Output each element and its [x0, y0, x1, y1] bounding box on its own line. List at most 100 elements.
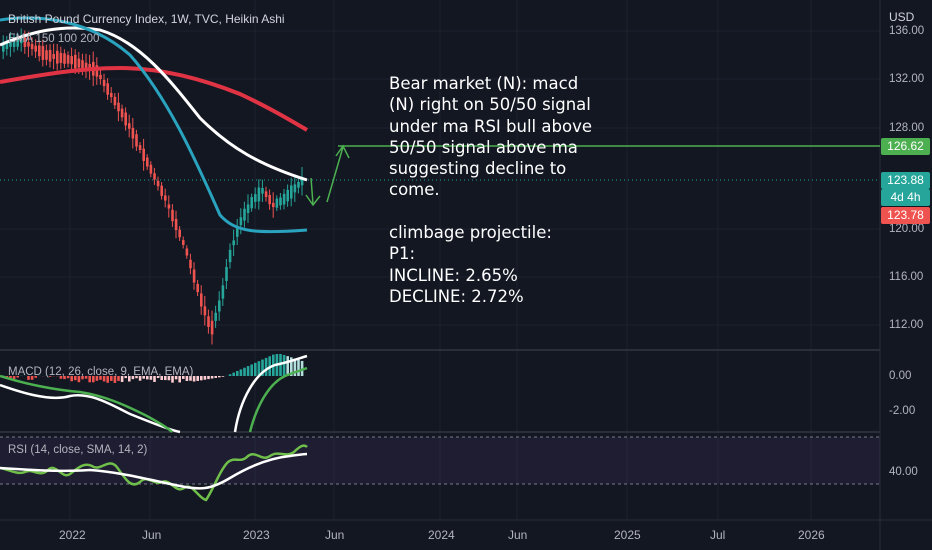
candle-body — [59, 52, 63, 63]
candle-body — [138, 145, 142, 151]
ema-legend[interactable]: EMA 150 100 200 — [8, 33, 100, 45]
candle-body — [41, 46, 45, 60]
candle-body — [254, 194, 257, 202]
macd-histogram-bar — [34, 376, 37, 378]
candle-body — [9, 41, 12, 47]
candle-body — [239, 217, 243, 226]
macd-histogram-bar — [210, 376, 214, 379]
macd-histogram-bar — [232, 372, 235, 376]
macd-tick: 0.00 — [889, 370, 912, 382]
macd-histogram-bar — [228, 374, 232, 376]
macd-legend[interactable]: MACD (12, 26, close, 9, EMA, EMA) — [8, 366, 194, 378]
macd-histogram-bar — [156, 376, 160, 379]
candle-body — [214, 312, 217, 321]
candle-body — [20, 36, 23, 44]
candle-body — [225, 267, 228, 281]
macd-histogram-bar — [95, 376, 99, 381]
time-tick: Jun — [325, 528, 345, 542]
macd-histogram-bar — [146, 376, 149, 380]
symbol-title[interactable]: British Pound Currency Index, 1W, TVC, H… — [8, 12, 285, 26]
candle-body — [236, 227, 239, 237]
macd-histogram-bar — [264, 357, 268, 376]
candle-body — [185, 248, 189, 256]
last-price-badge: 123.88 — [881, 172, 930, 189]
macd-histogram-bar — [117, 376, 120, 381]
currency-label[interactable]: USD — [889, 10, 915, 24]
macd-histogram-bar — [74, 376, 77, 381]
macd-histogram-bar — [257, 361, 261, 376]
rsi-legend[interactable]: RSI (14, close, SMA, 14, 2) — [8, 444, 148, 456]
candle-body — [38, 45, 41, 57]
macd-histogram-bar — [102, 376, 106, 382]
macd-histogram-bar — [131, 376, 135, 380]
macd-histogram-bar — [81, 376, 84, 380]
macd-histogram-bar — [77, 376, 81, 383]
macd-histogram-bar — [135, 376, 138, 379]
macd-histogram-bar — [113, 376, 117, 383]
macd-histogram-bar — [192, 376, 196, 382]
macd-histogram-bar — [5, 376, 9, 378]
macd-histogram-bar — [149, 376, 153, 380]
macd-histogram-bar — [185, 376, 189, 382]
candle-body — [74, 54, 77, 69]
candle-body — [178, 229, 181, 238]
candle-body — [77, 58, 81, 68]
macd-histogram-bar — [261, 359, 264, 376]
macd-histogram-bar — [92, 376, 95, 383]
price-tick: 112.00 — [889, 319, 924, 331]
candle-body — [290, 185, 293, 199]
candle-body — [81, 60, 84, 69]
low-price-badge: 123.78 — [881, 207, 930, 224]
macd-histogram-bar — [239, 369, 243, 376]
macd-histogram-bar — [88, 376, 91, 383]
candle-body — [124, 112, 127, 126]
macd-histogram-bar — [293, 358, 297, 376]
time-tick: 2025 — [614, 528, 641, 542]
macd-histogram-bar — [182, 376, 185, 379]
ema-200-line — [0, 65, 309, 132]
time-tick: 2022 — [59, 528, 86, 542]
candle-body — [174, 218, 178, 231]
macd-histogram-bar — [171, 376, 174, 383]
candle-body — [2, 42, 5, 52]
candle-body — [66, 55, 70, 64]
candle-body — [106, 83, 109, 95]
macd-histogram-bar — [282, 354, 286, 376]
time-tick: Jun — [142, 528, 162, 542]
candle-body — [16, 36, 19, 47]
macd-histogram-bar — [196, 376, 199, 381]
macd-histogram-bar — [300, 360, 304, 376]
candle-body — [196, 283, 199, 293]
time-tick: 2026 — [798, 528, 825, 542]
candle-body — [56, 50, 59, 64]
candle-body — [171, 209, 174, 222]
incline-arrow — [326, 144, 350, 203]
analysis-annotation[interactable]: Bear market (N): macd (N) right on 50/50… — [389, 74, 592, 306]
candle-body — [279, 197, 282, 206]
candle-body — [203, 306, 207, 316]
macd-histogram-bar — [236, 371, 239, 376]
macd-histogram-bar — [164, 376, 167, 381]
candle-body — [182, 240, 185, 245]
candle-body — [221, 285, 225, 299]
macd-histogram-bar — [110, 376, 113, 381]
macd-signal-line — [0, 366, 308, 433]
candle-body — [293, 184, 297, 193]
time-tick: Jun — [508, 528, 528, 542]
macd-histogram-bar — [214, 376, 217, 378]
macd-histogram-bar — [138, 376, 142, 381]
candle-body — [131, 127, 135, 139]
candle-body — [128, 123, 131, 129]
candle-body — [250, 197, 253, 209]
macd-histogram-bar — [160, 376, 163, 381]
candle-body — [149, 164, 153, 174]
candle-body — [268, 194, 271, 205]
candle-body — [142, 148, 145, 161]
rsi-tick: 40.00 — [889, 466, 918, 478]
macd-histogram-bar — [189, 376, 192, 381]
candle-body — [27, 42, 30, 47]
candles — [2, 28, 304, 345]
candle-body — [63, 53, 66, 64]
